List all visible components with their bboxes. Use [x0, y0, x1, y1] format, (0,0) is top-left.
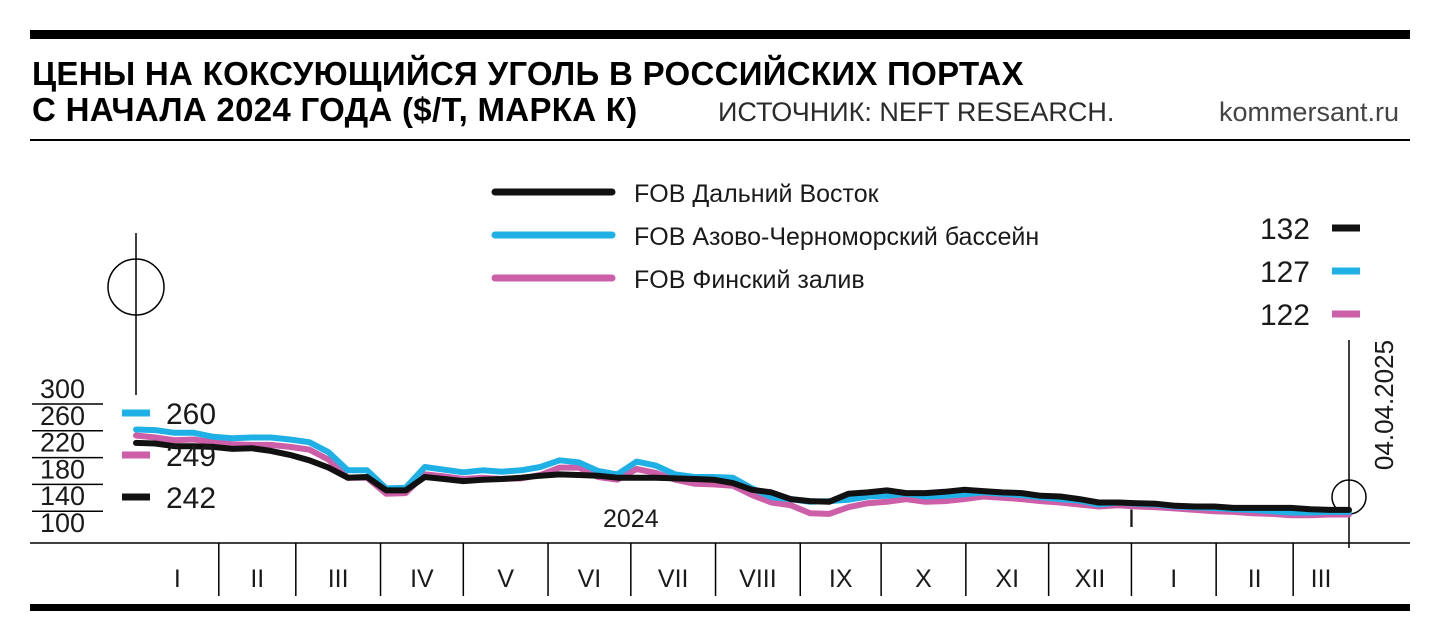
y-tick-label: 220	[40, 428, 85, 458]
y-tick-label: 100	[40, 508, 85, 538]
start-value-labels: 260 249 242	[122, 398, 216, 515]
start-value: 249	[166, 440, 216, 473]
end-value: 122	[1260, 299, 1310, 332]
series-line-1	[133, 426, 1352, 516]
month-label: II	[1248, 565, 1262, 593]
end-date-label: 04.04.2025	[1369, 340, 1399, 470]
start-value: 260	[166, 398, 216, 431]
month-label: VI	[578, 565, 602, 593]
month-label: IX	[829, 565, 853, 593]
x-axis-months: I II III IV V VI VII VIII IX X XI XII I II III	[30, 542, 1410, 596]
month-label: II	[250, 565, 264, 593]
series-line-0	[133, 439, 1352, 513]
month-label: V	[497, 565, 514, 593]
start-value: 242	[166, 482, 216, 515]
end-date: 04.04.2025	[1369, 340, 1399, 470]
legend-label: FOB Дальний Восток	[634, 180, 880, 208]
year-label: I	[1128, 505, 1135, 533]
month-label: VII	[658, 565, 689, 593]
header-divider	[30, 139, 1410, 141]
y-tick-label: 300	[40, 374, 85, 404]
month-label: XI	[995, 565, 1019, 593]
chart-title-line-2: С НАЧАЛА 2024 ГОДА ($/Т, МАРКА К)	[32, 91, 638, 128]
month-label: X	[915, 565, 932, 593]
site-credit: kommersant.ru	[1218, 97, 1399, 127]
start-circle	[107, 258, 165, 316]
end-value-labels: 132 127 122	[1260, 213, 1360, 332]
end-value: 127	[1260, 256, 1310, 289]
x-axis-year-labels: 2024 I	[603, 505, 1135, 533]
legend: FOB Дальний Восток FOB Азово-Черноморский…	[491, 180, 1039, 294]
top-rule	[30, 30, 1410, 39]
y-tick-label: 260	[40, 401, 85, 431]
series-lines	[133, 426, 1352, 519]
month-label: I	[174, 565, 181, 593]
month-label: VIII	[739, 565, 777, 593]
source-note: ИСТОЧНИК: NEFT RESEARCH.	[718, 97, 1115, 127]
month-label: XII	[1075, 565, 1106, 593]
y-tick-label: 180	[40, 454, 85, 484]
chart-title-line-1: ЦЕНЫ НА КОКСУЮЩИЙСЯ УГОЛЬ В РОССИЙСКИХ П…	[32, 55, 1024, 92]
year-label: 2024	[603, 505, 659, 533]
legend-label: FOB Финский залив	[634, 266, 865, 294]
month-label: IV	[410, 565, 434, 593]
bottom-rule	[30, 604, 1410, 611]
end-value: 132	[1260, 213, 1310, 246]
month-label: III	[328, 565, 349, 593]
y-tick-label: 140	[40, 481, 85, 511]
month-label: III	[1311, 565, 1332, 593]
legend-label: FOB Азово-Черноморский бассейн	[634, 223, 1039, 251]
month-label: I	[1170, 565, 1177, 593]
